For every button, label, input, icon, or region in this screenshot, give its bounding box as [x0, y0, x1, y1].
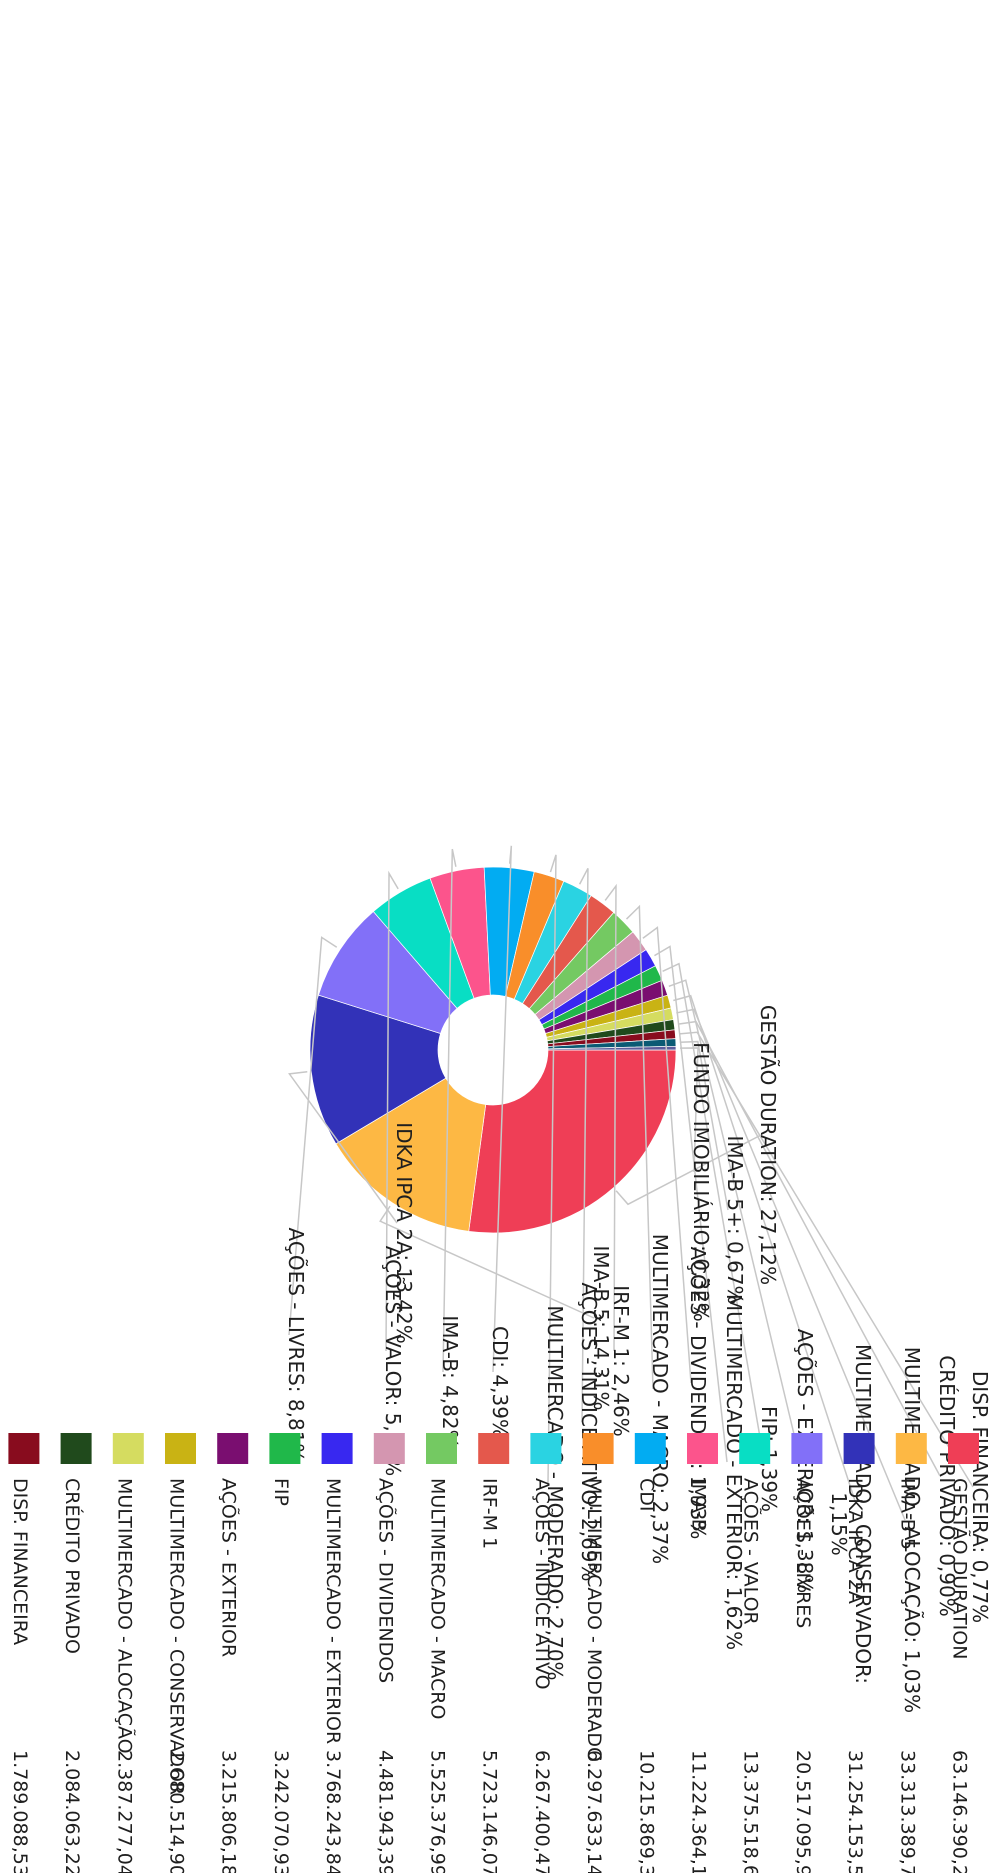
legend-label: IRF-M 1	[479, 1478, 501, 1549]
legend-value: 31.254.153,50	[844, 1750, 866, 1873]
legend-swatch	[687, 1433, 718, 1464]
legend-value: 1.789.088,53	[9, 1750, 31, 1873]
legend-swatch	[61, 1433, 92, 1464]
slice-data-label: MULTIMERCADO - MACRO: 2,37%	[648, 1234, 672, 1564]
legend-label: MULTIMERCADO - MODERADO	[583, 1478, 605, 1762]
slice-data-label: AÇÕES - LIVRES: 8,81%	[284, 1228, 308, 1463]
legend-label: AÇÕES - LIVRES	[792, 1478, 815, 1628]
legend-swatch	[269, 1433, 300, 1464]
legend-swatch	[739, 1433, 770, 1464]
legend-value: 20.517.095,94	[792, 1750, 814, 1873]
legend-swatch	[896, 1433, 927, 1464]
slice-data-label: GESTÃO DURATION: 27,12%	[756, 1005, 780, 1285]
legend-value: 10.215.869,39	[635, 1750, 657, 1873]
legend-label: AÇÕES - EXTERIOR	[218, 1478, 241, 1657]
legend-label: IDKA IPCA 2A	[844, 1478, 866, 1604]
legend-value: 3.768.243,84	[322, 1750, 344, 1873]
legend-value: 5.525.376,99	[427, 1750, 449, 1873]
legend-value: 3.215.806,18	[218, 1750, 240, 1873]
legend-value: 6.297.633,14	[583, 1750, 605, 1873]
legend-label: CDI	[635, 1478, 657, 1512]
legend-value: 2.680.514,90	[166, 1750, 188, 1873]
legend-swatch	[478, 1433, 509, 1464]
legend-value: 11.224.364,17	[688, 1750, 710, 1873]
legend-label: AÇÕES - ÍNDICE ATIVO	[531, 1478, 554, 1690]
legend-swatch	[635, 1433, 666, 1464]
legend-label: MULTIMERCADO - CONSERVADOR	[166, 1478, 188, 1795]
legend-swatch	[530, 1433, 561, 1464]
legend-label: GESTÃO DURATION	[949, 1478, 972, 1659]
legend-swatch	[165, 1433, 196, 1464]
legend-label: AÇÕES - VALOR	[740, 1478, 763, 1625]
legend-value: 2.387.277,04	[113, 1750, 135, 1873]
legend-label: MULTIMERCADO - MACRO	[427, 1478, 449, 1719]
legend-value: 33.313.389,77	[896, 1750, 918, 1873]
legend-label: IMA-B 5	[896, 1478, 918, 1550]
rotated-chart-content: GESTÃO DURATION: 27,12% IMA-B 5: 14,31% ID…	[8, 846, 992, 1873]
legend-swatch	[426, 1433, 457, 1464]
legend-value: 5.723.146,07	[479, 1750, 501, 1873]
slice-data-label: IMA-B: 4,82%	[438, 1315, 462, 1448]
legend-label: AÇÕES - DIVIDENDOS	[374, 1478, 397, 1683]
slice-data-label: IMA-B 5+: 0,67%	[723, 1135, 747, 1304]
legend-swatch	[844, 1433, 875, 1464]
legend-value: 13.375.518,65	[740, 1750, 762, 1873]
legend-value: 4.481.943,39	[374, 1750, 396, 1873]
slice-data-label: FUNDO IMOBILIÁRIO: 0,32%	[689, 1042, 713, 1322]
legend-swatch	[583, 1433, 614, 1464]
legend-swatch	[948, 1433, 979, 1464]
legend-swatch	[791, 1433, 822, 1464]
legend-swatch	[217, 1433, 248, 1464]
legend-swatch	[322, 1433, 353, 1464]
legend-label: CRÉDITO PRIVADO	[61, 1478, 84, 1654]
legend-swatch	[113, 1433, 144, 1464]
legend-label: MULTIMERCADO - EXTERIOR	[322, 1478, 344, 1744]
legend-label: DISP. FINANCEIRA	[9, 1478, 31, 1645]
legend-label: IMA-B	[688, 1478, 710, 1532]
legend-value: 63.146.390,22	[949, 1750, 971, 1873]
slice-data-label: IRF-M 1: 2,46%	[609, 1285, 633, 1436]
legend-label: MULTIMERCADO - ALOCAÇÃO	[113, 1478, 136, 1754]
legend-value: 3.242.070,93	[270, 1750, 292, 1873]
legend-swatch	[8, 1433, 39, 1464]
legend-value: 6.267.400,47	[531, 1750, 553, 1873]
slice-data-label: DISP. FINANCEIRA: 0,77%	[968, 1371, 992, 1623]
legend-swatch	[374, 1433, 405, 1464]
legend-value: 2.084.063,22	[61, 1750, 83, 1873]
slice-data-label: CDI: 4,39%	[488, 1326, 512, 1438]
legend-label: FIP	[270, 1478, 292, 1506]
